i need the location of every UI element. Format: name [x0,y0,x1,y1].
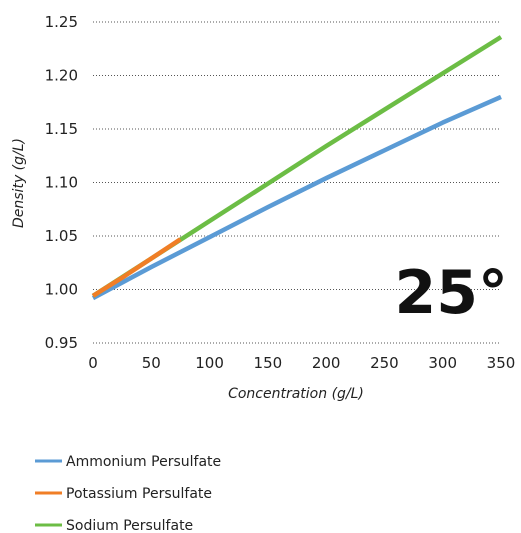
x-tick-label: 50 [142,354,161,372]
tick-layer: 1.25 1.20 1.15 1.10 1.05 1.00 0.95 0 50 100 150 200… [45,13,516,372]
x-tick-label: 100 [195,354,224,372]
x-tick-label: 300 [428,354,457,372]
series-line-potassium-persulfate [91,237,182,298]
legend-label-ammonium-persulfate: Ammonium Persulfate [66,454,221,470]
legend-label-potassium-persulfate: Potassium Persulfate [66,486,212,502]
x-tick-label: 350 [487,354,516,372]
y-tick-label: 1.25 [45,13,78,31]
y-tick-label: 1.20 [45,67,78,85]
x-axis-title: Concentration (g/L) [228,386,364,402]
series-line-ammonium-persulfate [91,94,502,301]
y-tick-label: 1.05 [45,227,78,245]
x-tick-label: 250 [370,354,399,372]
y-tick-label: 1.15 [45,120,78,138]
y-tick-label: 0.95 [45,334,78,352]
x-tick-label: 0 [88,354,98,372]
x-tick-label: 150 [254,354,283,372]
series-layer [91,35,503,301]
y-axis-title: Density (g/L) [11,138,27,228]
temperature-annotation: 25° [395,258,509,328]
legend-label-sodium-persulfate: Sodium Persulfate [66,518,193,533]
y-tick-label: 1.10 [45,174,78,192]
y-tick-label: 1.00 [45,281,78,299]
legend: Ammonium Persulfate Potassium Persulfate S… [35,454,221,533]
x-tick-label: 200 [312,354,341,372]
